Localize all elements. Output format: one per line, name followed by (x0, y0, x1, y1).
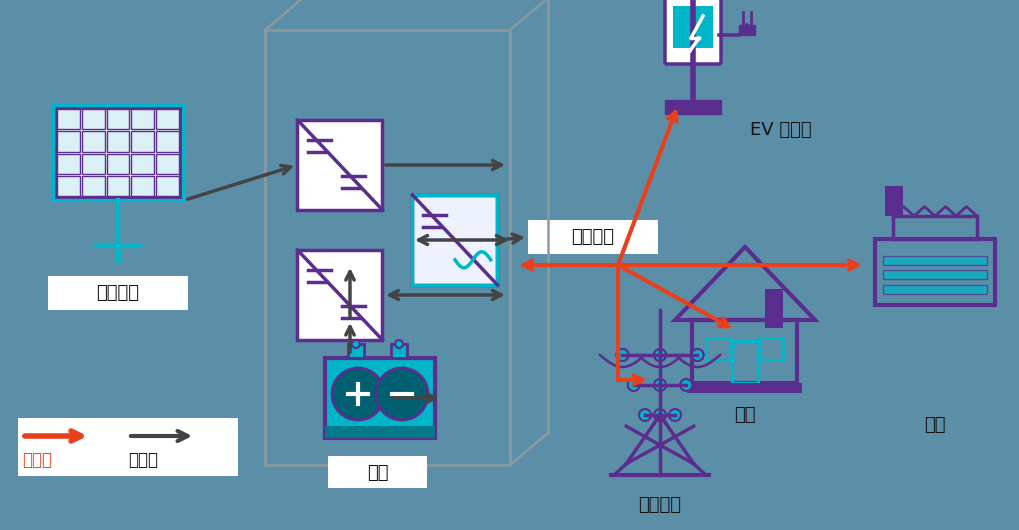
Bar (764, 289, 782, 328)
Text: 住宅: 住宅 (734, 406, 755, 424)
Bar (390, 344, 407, 358)
Bar (882, 270, 986, 279)
Circle shape (615, 349, 628, 361)
Text: 太陽能板: 太陽能板 (97, 284, 140, 302)
FancyBboxPatch shape (412, 195, 497, 285)
Circle shape (627, 379, 639, 391)
Text: EV 充電器: EV 充電器 (749, 121, 811, 139)
Bar (57, 176, 79, 196)
Circle shape (653, 349, 665, 361)
Bar (739, 25, 754, 35)
Bar (131, 154, 154, 174)
Bar (57, 109, 79, 129)
Bar (673, 6, 712, 48)
Text: 電力網路: 電力網路 (638, 496, 681, 514)
Bar (131, 109, 154, 129)
Circle shape (394, 340, 403, 348)
Bar (156, 109, 178, 129)
Circle shape (653, 349, 665, 361)
Bar (892, 216, 976, 239)
Bar (347, 344, 364, 358)
Bar (107, 176, 129, 196)
Circle shape (691, 349, 703, 361)
Circle shape (653, 409, 665, 421)
Bar (664, 100, 720, 114)
Bar (156, 154, 178, 174)
Circle shape (653, 379, 665, 391)
FancyBboxPatch shape (48, 276, 187, 310)
Circle shape (376, 368, 428, 420)
FancyBboxPatch shape (664, 0, 720, 64)
Bar (82, 176, 105, 196)
Circle shape (331, 368, 383, 420)
Bar (883, 186, 902, 216)
Circle shape (352, 340, 360, 348)
Bar (687, 383, 802, 393)
Text: 交流電: 交流電 (22, 451, 52, 469)
Bar (325, 426, 434, 438)
Bar (82, 131, 105, 152)
Bar (107, 154, 129, 174)
Bar (82, 154, 105, 174)
Bar (107, 109, 129, 129)
FancyBboxPatch shape (528, 220, 657, 254)
FancyBboxPatch shape (53, 105, 182, 200)
Bar (131, 176, 154, 196)
Bar (57, 154, 79, 174)
Bar (57, 131, 79, 152)
Circle shape (615, 349, 628, 361)
Bar (882, 285, 986, 294)
Bar (107, 131, 129, 152)
FancyBboxPatch shape (298, 120, 382, 210)
Circle shape (638, 409, 650, 421)
Bar (759, 338, 783, 360)
FancyBboxPatch shape (56, 108, 179, 197)
Circle shape (691, 349, 703, 361)
Bar (706, 338, 730, 360)
FancyBboxPatch shape (298, 250, 382, 340)
Bar (156, 131, 178, 152)
Text: 本地負載: 本地負載 (571, 228, 613, 246)
FancyBboxPatch shape (328, 456, 427, 488)
Bar (874, 239, 994, 305)
FancyBboxPatch shape (325, 358, 434, 438)
Bar (131, 131, 154, 152)
Circle shape (668, 409, 681, 421)
Text: 電池: 電池 (367, 464, 388, 482)
Text: 工業: 工業 (923, 416, 945, 434)
Bar (732, 341, 757, 383)
Bar (692, 320, 797, 383)
Bar (82, 109, 105, 129)
Bar (882, 255, 986, 265)
Bar (18, 418, 237, 476)
Bar (156, 176, 178, 196)
Bar (265, 30, 510, 465)
Circle shape (680, 379, 692, 391)
Text: 直流電: 直流電 (127, 451, 158, 469)
